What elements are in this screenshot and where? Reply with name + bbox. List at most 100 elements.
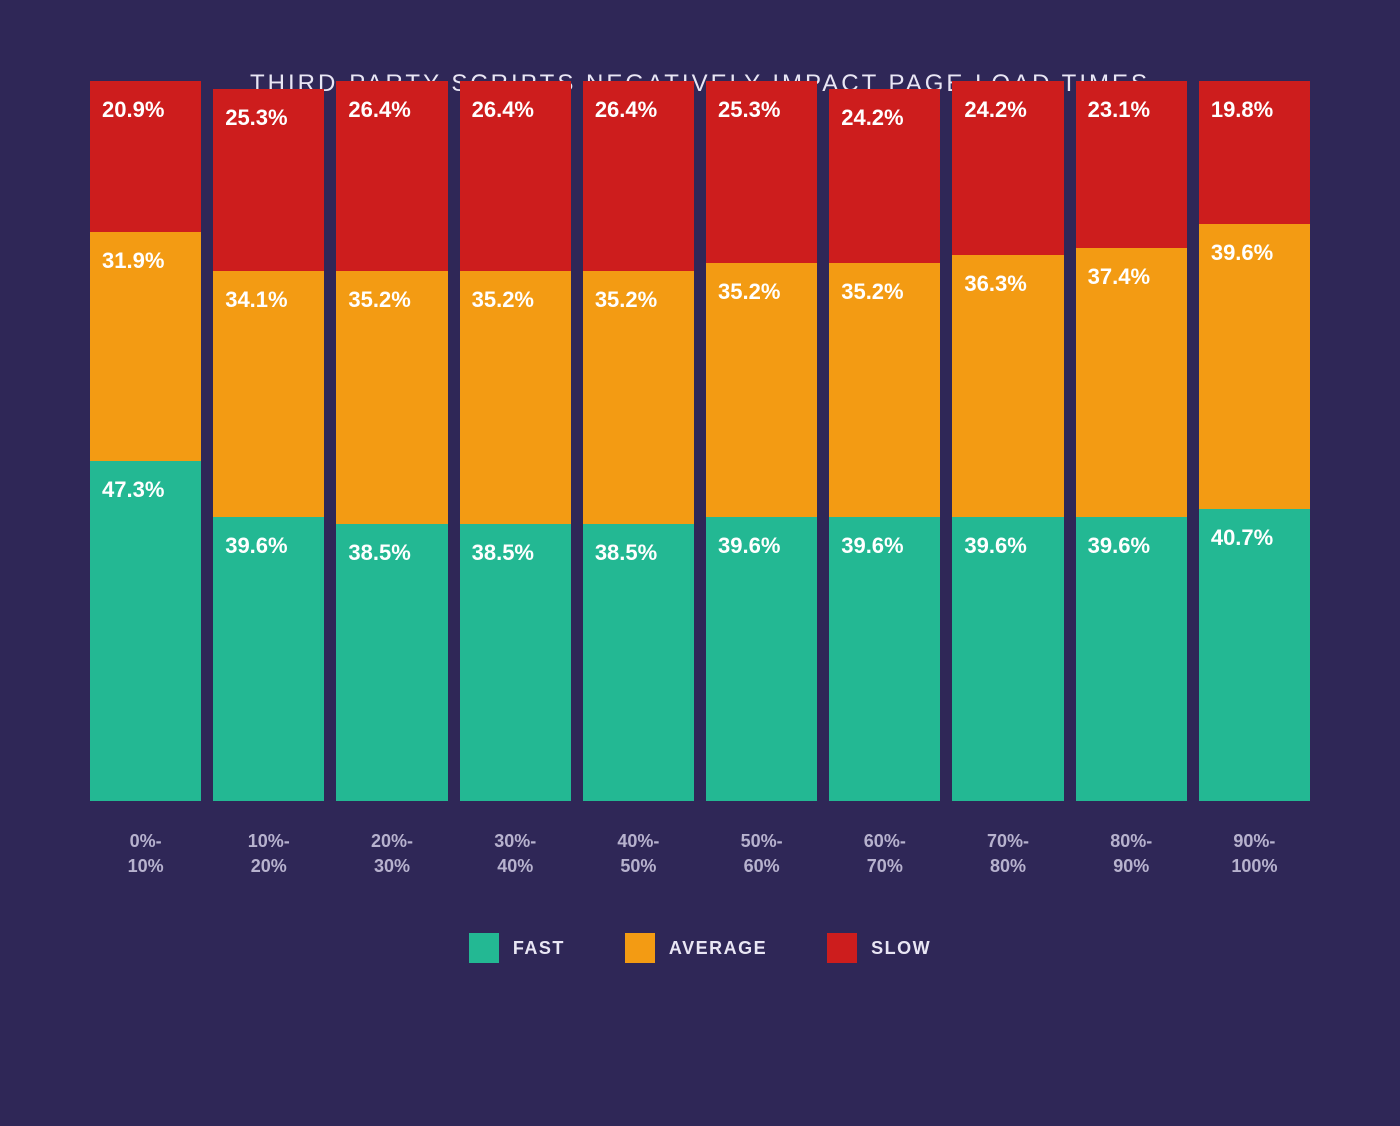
bar-column: 20.9% 31.9% 47.3% 0%- 10% (90, 81, 201, 878)
segment-value: 23.1% (1088, 97, 1150, 122)
legend-item-fast: FAST (469, 933, 565, 963)
x-axis-label: 10%- 20% (248, 829, 290, 878)
bar-segment-fast: 38.5% (460, 524, 571, 801)
bar-segment-fast: 38.5% (336, 524, 447, 801)
x-axis-label: 30%- 40% (494, 829, 536, 878)
bar-column: 26.4% 35.2% 38.5% 20%- 30% (336, 81, 447, 878)
segment-value: 35.2% (718, 279, 780, 304)
segment-value: 39.6% (1088, 533, 1150, 558)
bar-stack: 25.3% 34.1% 39.6% (213, 89, 324, 801)
legend-label: SLOW (871, 938, 931, 959)
segment-value: 35.2% (841, 279, 903, 304)
bar-segment-slow: 19.8% (1199, 81, 1310, 223)
segment-value: 40.7% (1211, 525, 1273, 550)
bar-segment-slow: 26.4% (460, 81, 571, 271)
bars-area: 20.9%31.9%47.3%0%- 10%25.3%34.1%39.6%10%… (90, 158, 1310, 878)
bar-segment-average: 36.3% (952, 255, 1063, 516)
bar-stack: 19.8% 39.6% 40.7% (1199, 81, 1310, 801)
bar-segment-average: 35.2% (829, 263, 940, 516)
legend-swatch (469, 933, 499, 963)
bar-stack: 24.2% 35.2% 39.6% (829, 89, 940, 801)
segment-value: 20.9% (102, 97, 164, 122)
segment-value: 25.3% (225, 105, 287, 130)
segment-value: 34.1% (225, 287, 287, 312)
bar-column: 25.3% 35.2% 39.6% 50%- 60% (706, 81, 817, 878)
bar-segment-slow: 23.1% (1076, 81, 1187, 247)
bar-segment-fast: 39.6% (952, 517, 1063, 802)
segment-value: 38.5% (595, 540, 657, 565)
bar-column: 24.2% 35.2% 39.6% 60%- 70% (829, 89, 940, 878)
bar-stack: 26.4% 35.2% 38.5% (336, 81, 447, 801)
legend-swatch (625, 933, 655, 963)
bar-column: 24.2% 36.3% 39.6% 70%- 80% (952, 81, 1063, 878)
bar-segment-fast: 38.5% (583, 524, 694, 801)
bar-column: 25.3% 34.1% 39.6% 10%- 20% (213, 89, 324, 878)
bar-stack: 23.1% 37.4% 39.6% (1076, 81, 1187, 801)
bar-stack: 26.4% 35.2% 38.5% (583, 81, 694, 801)
segment-value: 37.4% (1088, 264, 1150, 289)
segment-value: 39.6% (718, 533, 780, 558)
bar-segment-slow: 24.2% (829, 89, 940, 263)
bar-segment-average: 31.9% (90, 232, 201, 461)
bar-stack: 25.3% 35.2% 39.6% (706, 81, 817, 801)
segment-value: 39.6% (225, 533, 287, 558)
bar-stack: 20.9% 31.9% 47.3% (90, 81, 201, 801)
x-axis-label: 40%- 50% (617, 829, 659, 878)
segment-value: 35.2% (348, 287, 410, 312)
bar-stack: 26.4% 35.2% 38.5% (460, 81, 571, 801)
segment-value: 35.2% (472, 287, 534, 312)
segment-value: 31.9% (102, 248, 164, 273)
segment-value: 38.5% (472, 540, 534, 565)
x-axis-label: 70%- 80% (987, 829, 1029, 878)
bar-segment-fast: 47.3% (90, 461, 201, 801)
bar-stack: 24.2% 36.3% 39.6% (952, 81, 1063, 801)
segment-value: 26.4% (348, 97, 410, 122)
legend-label: AVERAGE (669, 938, 767, 959)
bar-segment-fast: 39.6% (706, 517, 817, 802)
legend: FAST AVERAGE SLOW (90, 933, 1310, 963)
bar-segment-slow: 25.3% (213, 89, 324, 271)
legend-item-average: AVERAGE (625, 933, 767, 963)
legend-item-slow: SLOW (827, 933, 931, 963)
segment-value: 26.4% (595, 97, 657, 122)
bar-segment-fast: 39.6% (829, 517, 940, 802)
x-axis-label: 0%- 10% (128, 829, 164, 878)
bar-segment-average: 39.6% (1199, 224, 1310, 509)
x-axis-label: 20%- 30% (371, 829, 413, 878)
x-axis-label: 50%- 60% (741, 829, 783, 878)
segment-value: 24.2% (841, 105, 903, 130)
bar-segment-slow: 24.2% (952, 81, 1063, 255)
segment-value: 47.3% (102, 477, 164, 502)
legend-swatch (827, 933, 857, 963)
bar-segment-slow: 26.4% (583, 81, 694, 271)
segment-value: 39.6% (841, 533, 903, 558)
segment-value: 25.3% (718, 97, 780, 122)
segment-value: 36.3% (964, 271, 1026, 296)
chart-container: THIRD-PARTY SCRIPTS NEGATIVELY IMPACT PA… (0, 0, 1400, 1013)
bar-segment-average: 35.2% (336, 271, 447, 524)
segment-value: 35.2% (595, 287, 657, 312)
segment-value: 19.8% (1211, 97, 1273, 122)
bar-segment-average: 34.1% (213, 271, 324, 516)
segment-value: 26.4% (472, 97, 534, 122)
bar-segment-slow: 20.9% (90, 81, 201, 231)
bar-column: 19.8% 39.6% 40.7% 90%- 100% (1199, 81, 1310, 878)
bar-segment-slow: 26.4% (336, 81, 447, 271)
bar-segment-fast: 39.6% (1076, 517, 1187, 802)
legend-label: FAST (513, 938, 565, 959)
bar-column: 26.4% 35.2% 38.5% 40%- 50% (583, 81, 694, 878)
bar-segment-average: 35.2% (583, 271, 694, 524)
bar-segment-slow: 25.3% (706, 81, 817, 263)
segment-value: 39.6% (1211, 240, 1273, 265)
bar-column: 23.1%37.4%39.6%80%- 90% (1076, 81, 1187, 878)
bar-segment-fast: 39.6% (213, 517, 324, 802)
bar-column: 26.4% 35.2% 38.5% 30%- 40% (460, 81, 571, 878)
bar-segment-average: 37.4% (1076, 248, 1187, 517)
segment-value: 38.5% (348, 540, 410, 565)
x-axis-label: 90%- 100% (1231, 829, 1277, 878)
x-axis-label: 60%- 70% (864, 829, 906, 878)
bar-segment-fast: 40.7% (1199, 509, 1310, 802)
bar-segment-average: 35.2% (460, 271, 571, 524)
segment-value: 39.6% (964, 533, 1026, 558)
segment-value: 24.2% (964, 97, 1026, 122)
